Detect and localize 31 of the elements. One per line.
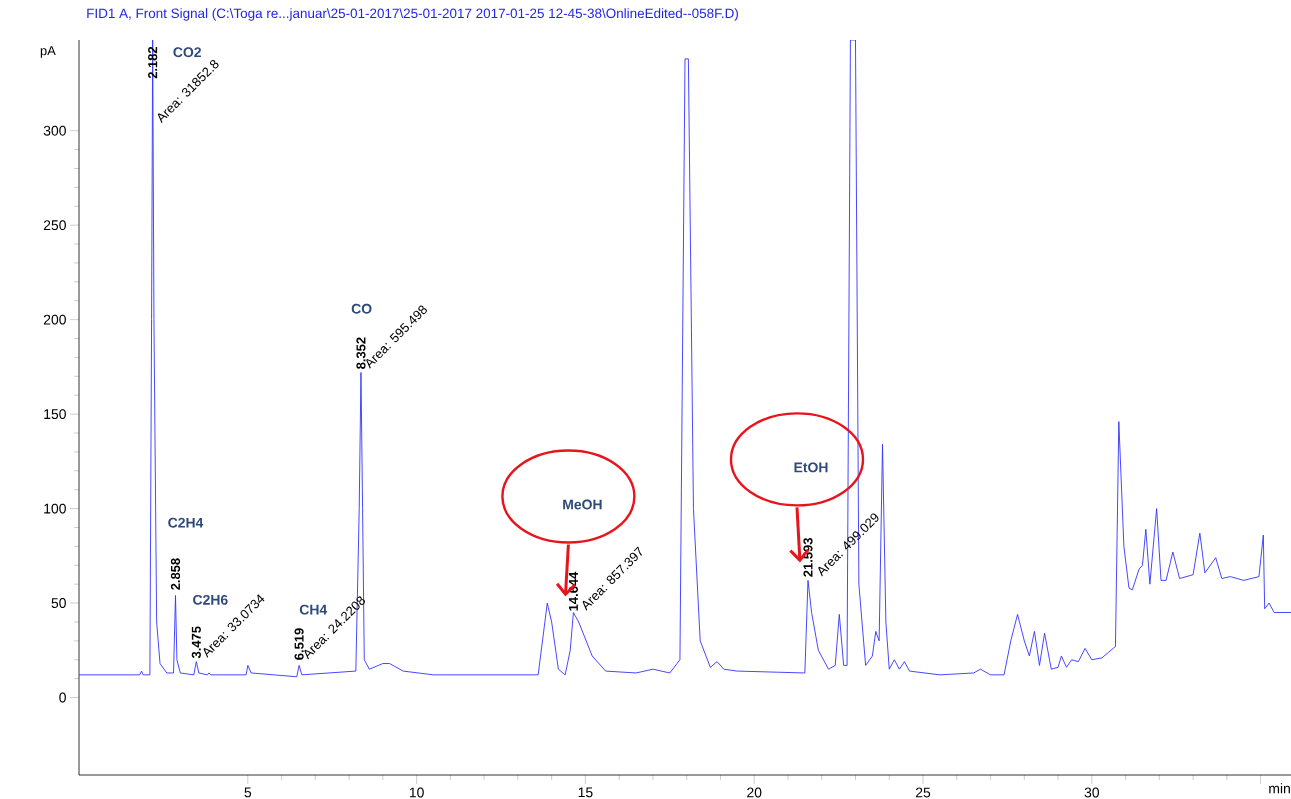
annotation: CH4 <box>299 604 328 615</box>
y-tick-label: 200 <box>43 314 66 325</box>
annotation: C2H6 <box>193 594 228 605</box>
annotation: 14.644 <box>568 571 578 611</box>
y-tick-label: 100 <box>44 503 66 514</box>
y-tick-label: 300 <box>43 125 66 136</box>
x-tick-label: 20 <box>747 787 762 798</box>
annotation: EtOH <box>794 462 828 473</box>
annotation: 2.858 <box>170 558 181 590</box>
y-axis-title: pA <box>40 46 56 58</box>
annotation: 8.352 <box>356 337 366 369</box>
annotation: 6.519 <box>294 628 304 660</box>
x-tick-label: 10 <box>409 787 424 798</box>
y-tick-label: 0 <box>59 692 66 703</box>
y-tick-label: 50 <box>51 598 66 608</box>
chart-title: FID1 A, Front Signal (C:\Toga re...januar\25-01-2017\25-01-2017 2017-01-25 12-45-38\OnlineEdited--058F.D) <box>87 8 738 21</box>
annotation: C2H4 <box>168 517 204 528</box>
annotation: 3.475 <box>191 626 201 659</box>
y-tick-label: 150 <box>44 409 66 420</box>
y-tick-label: 250 <box>43 220 66 231</box>
annotation: CO <box>351 303 372 314</box>
annotation: MeOH <box>563 499 602 510</box>
annotation: 21.593 <box>803 538 813 577</box>
x-tick-label: 5 <box>244 787 252 798</box>
x-tick-label: 15 <box>578 787 593 798</box>
x-tick-label: 25 <box>915 787 931 798</box>
annotation: CO2 <box>173 47 201 58</box>
x-axis-title: min <box>1269 783 1290 794</box>
annotation: 2.182 <box>148 46 158 79</box>
x-tick-label: 30 <box>1084 787 1100 798</box>
line-series <box>79 39 1291 678</box>
